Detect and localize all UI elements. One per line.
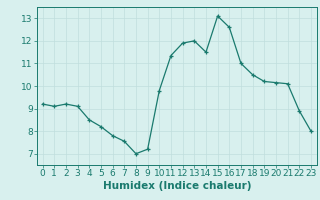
X-axis label: Humidex (Indice chaleur): Humidex (Indice chaleur) — [102, 181, 251, 191]
